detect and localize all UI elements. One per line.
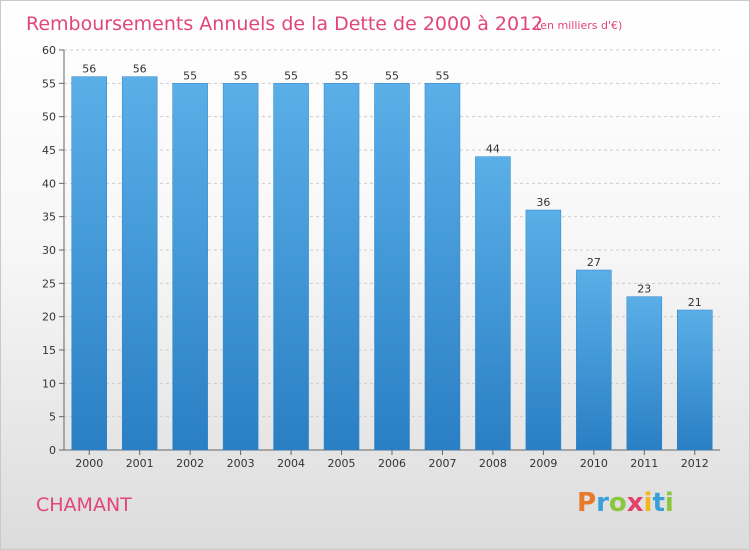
logo-letter: x xyxy=(626,488,644,518)
bar xyxy=(576,269,612,451)
data-label: 55 xyxy=(385,69,399,82)
x-tick-label: 2010 xyxy=(580,457,608,470)
y-tick-label: 5 xyxy=(49,411,56,424)
x-tick-label: 2009 xyxy=(529,457,557,470)
x-tick-label: 2002 xyxy=(176,457,204,470)
chart-subtitle: (en milliers d'€) xyxy=(536,19,622,32)
data-label: 55 xyxy=(183,69,197,82)
data-label: 23 xyxy=(637,283,651,296)
logo-letter: P xyxy=(577,488,597,518)
data-label: 56 xyxy=(82,63,96,76)
y-tick-label: 60 xyxy=(42,44,56,57)
bar xyxy=(121,76,158,451)
logo-letter: t xyxy=(652,488,665,518)
x-tick-label: 2001 xyxy=(126,457,154,470)
y-tick-label: 20 xyxy=(42,311,56,324)
data-label: 55 xyxy=(284,69,298,82)
x-tick-label: 2006 xyxy=(378,457,406,470)
x-tick-label: 2003 xyxy=(227,457,255,470)
data-label: 56 xyxy=(133,63,147,76)
x-tick-label: 2007 xyxy=(428,457,456,470)
x-tick-label: 2004 xyxy=(277,457,305,470)
bar xyxy=(374,83,410,451)
proxiti-logo: Proxiti xyxy=(577,488,674,518)
labels: 2000 56 2001 56 2002 55 2003 55 2004 55 2005 55 2006… xyxy=(75,63,709,470)
x-tick-label: 2000 xyxy=(75,457,103,470)
data-label: 44 xyxy=(486,143,500,156)
bar xyxy=(475,156,511,451)
commune-name: CHAMANT xyxy=(36,494,132,516)
data-label: 55 xyxy=(335,69,349,82)
bar xyxy=(71,76,107,451)
logo-letter: i xyxy=(643,488,653,518)
y-tick-label: 35 xyxy=(42,211,56,224)
y-tick-label: 40 xyxy=(42,177,56,190)
y-tick-label: 0 xyxy=(49,444,56,457)
bar xyxy=(172,83,208,451)
y-tick-label: 55 xyxy=(42,77,56,90)
bars xyxy=(71,76,713,451)
y-tick-label: 15 xyxy=(42,344,56,357)
bar xyxy=(677,309,713,451)
bar xyxy=(323,83,360,451)
data-label: 36 xyxy=(536,196,550,209)
data-label: 55 xyxy=(234,69,248,82)
x-tick-label: 2011 xyxy=(630,457,658,470)
logo-letter: r xyxy=(596,488,609,518)
bar xyxy=(424,83,461,451)
y-tick-label: 30 xyxy=(42,244,56,257)
y-tick-label: 10 xyxy=(42,377,56,390)
bar xyxy=(626,296,663,451)
y-tick-label: 25 xyxy=(42,277,56,290)
bar xyxy=(525,209,562,451)
chart-title: Remboursements Annuels de la Dette de 20… xyxy=(26,13,543,35)
data-label: 55 xyxy=(435,69,449,82)
logo-letter: o xyxy=(608,488,627,518)
data-label: 21 xyxy=(688,296,702,309)
y-tick-label: 45 xyxy=(42,144,56,157)
logo-letter: i xyxy=(664,488,674,518)
bar xyxy=(273,83,309,451)
x-tick-label: 2012 xyxy=(681,457,709,470)
x-tick-label: 2008 xyxy=(479,457,507,470)
x-tick-label: 2005 xyxy=(328,457,356,470)
data-label: 27 xyxy=(587,256,601,269)
y-tick-label: 50 xyxy=(42,111,56,124)
bar xyxy=(222,83,259,451)
